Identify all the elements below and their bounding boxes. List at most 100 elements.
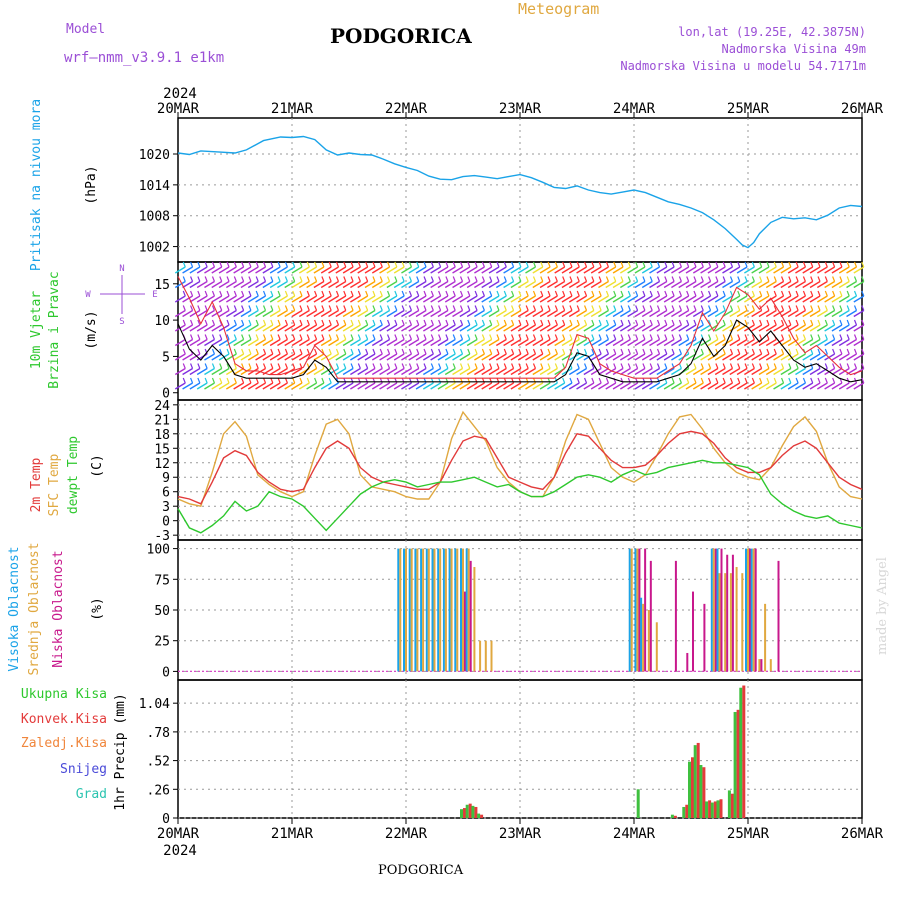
wind-barb [262, 295, 274, 303]
wind-barb [795, 295, 806, 303]
wind-barb [700, 353, 711, 361]
wind-barb [576, 309, 587, 318]
wind-barb-flag [204, 290, 208, 297]
wind-barb-flag [832, 348, 836, 355]
wind-barb [649, 382, 660, 390]
wind-barb [335, 295, 347, 303]
wind-barb [408, 324, 420, 332]
wind-barb [415, 353, 427, 361]
wind-barb-flag [314, 290, 318, 297]
wind-barb-flag [591, 305, 595, 311]
wind-barb-flag [715, 334, 719, 340]
wind-barb [495, 266, 507, 274]
wind-barb-flag [452, 348, 456, 355]
wind-barb-flag [708, 319, 712, 326]
wind-barb [422, 309, 434, 318]
wind-barb-flag [190, 377, 194, 384]
wind-barb [408, 309, 420, 318]
y-tick-label: -3 [154, 529, 170, 544]
cloud-bar-mid [416, 548, 419, 672]
wind-barb-flag [700, 305, 704, 311]
cloud-mid-label: Srednja Oblacnost [27, 542, 42, 675]
wind-barb-flag [226, 334, 230, 340]
wind-barb-flag [372, 305, 376, 311]
wind-barb-flag [255, 290, 259, 297]
wind-side-label-1: 10m Vjetar [29, 291, 44, 369]
wind-barb-flag [343, 319, 347, 326]
wind-barb-flag [335, 290, 340, 297]
wind-barb-flag [635, 290, 639, 297]
wind-barb [430, 309, 442, 318]
wind-barb-flag [686, 261, 690, 268]
y-tick-label: 75 [154, 573, 170, 588]
wind-barb [466, 324, 478, 332]
wind-barb [722, 367, 733, 376]
wind-barb-flag [255, 319, 259, 326]
cloud-bar-mid [422, 548, 425, 672]
wind-barb-flag [241, 319, 245, 326]
wind-barb-flag [635, 363, 639, 369]
wind-barb-flag [314, 276, 318, 282]
wind-barb-flag [802, 290, 806, 297]
wind-barb [196, 280, 208, 289]
wind-barb-flag [642, 276, 646, 282]
wind-barb [342, 338, 354, 347]
wind-barb-flag [525, 348, 529, 355]
wind-barb-flag [700, 363, 704, 369]
wind-barb-flag [562, 276, 566, 282]
wind-barb-flag [481, 290, 485, 297]
wind-barb-flag [649, 334, 653, 340]
wind-barb-flag [503, 290, 507, 297]
wind-barb-flag [547, 363, 551, 369]
wind-barb-flag [759, 290, 763, 297]
wind-barb [174, 338, 186, 347]
wind-barb-flag [671, 290, 675, 297]
wind-barb [758, 338, 770, 347]
wind-barb [678, 295, 690, 303]
wind-barb-flag [416, 261, 420, 268]
wind-barb [422, 367, 434, 376]
wind-barb [692, 382, 704, 390]
wind-barb-flag [591, 290, 595, 297]
x-tick-label-bottom: 26MAR [841, 826, 884, 842]
wind-barb [211, 295, 223, 303]
wind-barb [298, 338, 310, 347]
wind-barb-flag [846, 305, 850, 311]
wind-barb [656, 324, 668, 332]
wind-barb [590, 309, 602, 318]
wind-barb-flag [190, 334, 194, 340]
wind-barb [641, 324, 653, 332]
wind-barb-flag [262, 290, 267, 297]
wind-barb-flag [642, 363, 646, 369]
wind-barb [641, 266, 653, 274]
wind-barb-flag [452, 290, 456, 297]
wind-barb-flag [562, 319, 566, 326]
cloud-bar-mid [724, 573, 727, 672]
wind-barb-flag [846, 276, 850, 282]
wind-barb-flag [350, 276, 354, 282]
wind-barb-flag [853, 305, 858, 311]
wind-barb [605, 338, 617, 347]
wind-barb [634, 266, 646, 274]
wind-barb [765, 266, 777, 274]
wind-barb [722, 338, 733, 347]
wind-barb-flag [401, 334, 405, 340]
wind-barb-flag [314, 261, 318, 268]
wind-barb [364, 309, 376, 318]
wind-barb-flag [518, 348, 522, 355]
wind-barb-flag [671, 377, 675, 384]
wind-barb-flag [503, 319, 507, 326]
wind-barb-flag [824, 276, 828, 282]
wind-barb [539, 324, 551, 332]
wind-barb [773, 280, 784, 289]
compass-icon: N W E S [85, 264, 157, 327]
wind-barb [619, 353, 631, 361]
wind-barb-flag [759, 377, 763, 384]
wind-barb [853, 324, 865, 332]
wind-barb [714, 266, 726, 274]
precip-bar-convective [719, 799, 723, 818]
wind-barb-flag [496, 363, 500, 369]
wind-barb-flag [729, 363, 734, 369]
wind-barb [736, 382, 748, 390]
cloud-bar-low [674, 560, 677, 672]
